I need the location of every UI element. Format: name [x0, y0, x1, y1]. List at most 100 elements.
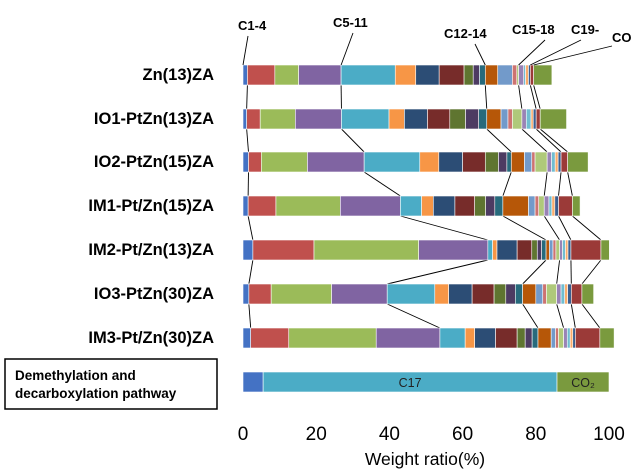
x-tick-label: 100 [593, 424, 625, 445]
bar-segment [572, 195, 581, 217]
bar-segment [404, 108, 428, 130]
connector-line [502, 171, 512, 197]
bar-segment [248, 283, 272, 305]
bar-segment [536, 239, 542, 261]
bar-segment [434, 283, 449, 305]
connector-line [248, 303, 252, 329]
bar-segment [554, 151, 559, 173]
bar-segment [454, 195, 475, 217]
bar-segment [418, 239, 489, 261]
bar-segment [531, 327, 539, 349]
bar-segment [247, 195, 277, 217]
bar-segment [534, 195, 540, 217]
connector-line [558, 215, 572, 241]
bar-segment [242, 239, 254, 261]
bar-segment [341, 108, 390, 130]
bar-segment [551, 195, 556, 217]
bar-segment [498, 151, 508, 173]
bar-segment [552, 239, 557, 261]
bar-segment [567, 239, 572, 261]
connector-line [543, 215, 560, 241]
bar-segment [449, 108, 466, 130]
connector-line [558, 171, 562, 197]
bar-segment [555, 327, 559, 349]
connector-line [543, 171, 548, 197]
bar-segment [533, 64, 553, 86]
bars-layer [242, 64, 615, 349]
x-axis-label: Weight ratio(%) [365, 449, 485, 469]
group-label: C19- [571, 22, 599, 37]
bar-segment [534, 151, 548, 173]
connector-line [522, 303, 539, 329]
connector-line [484, 84, 488, 110]
bar-segment [465, 108, 480, 130]
bar-segment [313, 239, 419, 261]
bar-segment [260, 151, 308, 173]
bar-segment [570, 239, 602, 261]
connector-line [518, 84, 523, 110]
bar-segment [562, 239, 566, 261]
bar-segment [530, 108, 534, 130]
bar-segment [252, 239, 315, 261]
connector-line [341, 128, 365, 153]
bar-segment [242, 327, 251, 349]
bar-segment [554, 195, 559, 217]
bar-segment [537, 327, 552, 349]
bar-segment [400, 195, 422, 217]
connector-line [247, 215, 254, 241]
pathway-label-line2: decarboxylation pathway [15, 386, 177, 401]
group-pointer-line [518, 39, 546, 66]
bar-segment [242, 283, 250, 305]
connector-line [502, 215, 547, 241]
bar-segment [542, 283, 547, 305]
x-axis-ticks: 0 20 40 60 80 100 [238, 424, 625, 445]
bar-segment [472, 64, 480, 86]
bar-segment [535, 283, 544, 305]
bar-segment [419, 151, 440, 173]
bar-segment [518, 64, 525, 86]
row-labels: Zn(13)ZA IO1-PtZn(13)ZA IO2-PtZn(15)ZA IM1-… [88, 66, 214, 347]
row-label: IM1-Pt/Zn(15)ZA [88, 197, 214, 215]
bar-segment [486, 108, 502, 130]
connector-line [581, 303, 601, 329]
bar-segment [474, 327, 496, 349]
connector-line [529, 84, 537, 110]
connector-line [400, 215, 488, 241]
pathway-segment [556, 371, 610, 393]
bar-segment [525, 108, 532, 130]
bar-segment [557, 151, 562, 173]
bar-segment [555, 239, 560, 261]
connector-line [567, 171, 573, 197]
bar-segment [474, 195, 486, 217]
pathway-segment-label: CO₂ [571, 376, 595, 390]
bar-segment [421, 195, 434, 217]
connector-line [248, 259, 254, 285]
bar-segment [538, 195, 545, 217]
bar-segment [242, 195, 249, 217]
bar-segment [363, 151, 421, 173]
bar-segment [550, 327, 556, 349]
bar-segment [375, 327, 441, 349]
bar-segment [495, 327, 518, 349]
bar-segment [492, 239, 498, 261]
bar-segment [248, 151, 262, 173]
bar-segment [524, 151, 533, 173]
bar-segment [521, 108, 527, 130]
bar-segment [500, 108, 509, 130]
bar-segment [298, 64, 342, 86]
bar-segment [600, 239, 610, 261]
group-label: C15-18 [512, 22, 555, 37]
x-tick-label: 80 [525, 424, 546, 445]
connector-line [486, 128, 512, 153]
bar-segment [464, 327, 475, 349]
bar-segment [567, 283, 572, 305]
bar-segment [427, 108, 451, 130]
bar-segment [439, 327, 466, 349]
connector-line [570, 303, 576, 329]
bar-segment [545, 239, 550, 261]
bar-segment [558, 327, 564, 349]
group-label: CO [612, 30, 631, 45]
bar-segment [510, 151, 525, 173]
bar-segment [275, 195, 341, 217]
bar-segment [494, 195, 504, 217]
